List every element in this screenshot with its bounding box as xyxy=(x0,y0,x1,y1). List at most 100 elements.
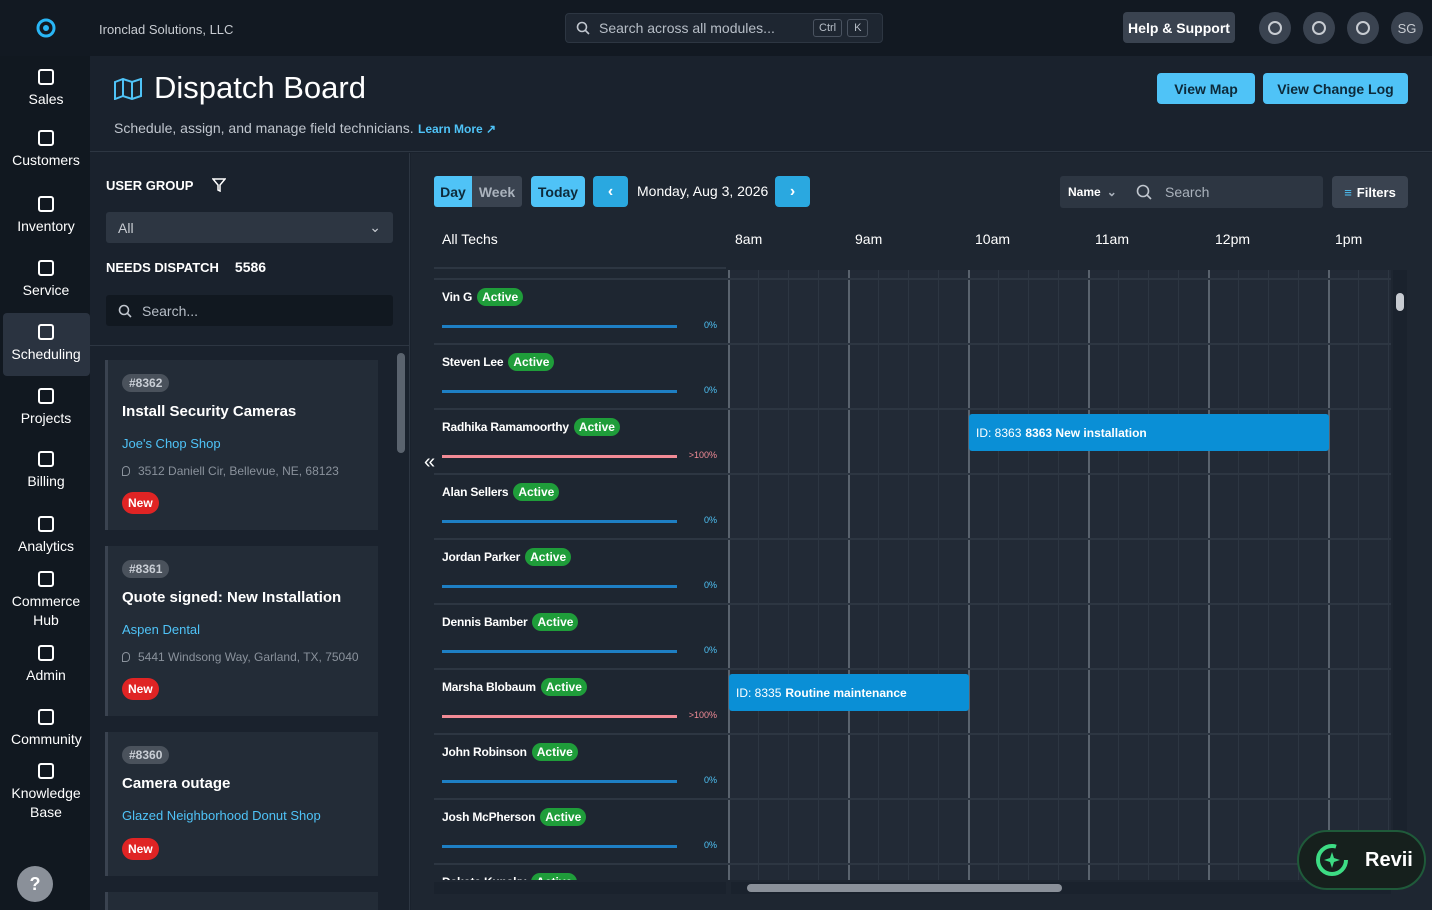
nav-icon[interactable] xyxy=(38,763,54,779)
tech-row[interactable]: Alan Sellers Active xyxy=(442,483,560,501)
collapse-panel[interactable]: « xyxy=(424,451,436,473)
grid-line xyxy=(788,270,789,880)
nav-label[interactable]: Customers xyxy=(12,152,80,168)
icon-button[interactable] xyxy=(1259,12,1291,44)
status-badge: Active xyxy=(540,808,587,826)
utilization-bar xyxy=(442,390,677,393)
job-customer[interactable]: Glazed Neighborhood Donut Shop xyxy=(122,808,321,823)
status-badge: Active xyxy=(477,288,524,306)
nav-label[interactable]: Projects xyxy=(20,410,72,426)
nav-icon[interactable] xyxy=(38,324,54,340)
tech-row[interactable]: Steven Lee Active xyxy=(442,353,555,371)
nav-label[interactable]: Scheduling xyxy=(11,346,81,362)
utilization-label: 0% xyxy=(703,320,717,330)
job-card[interactable] xyxy=(105,892,378,910)
nav-active-bg xyxy=(3,313,90,376)
nav-label[interactable]: Community xyxy=(11,731,82,747)
schedule-event[interactable]: ID: 8335 Routine maintenance xyxy=(729,674,969,711)
job-customer[interactable]: Joe's Chop Shop xyxy=(122,436,221,451)
tech-row[interactable]: Vin G Active xyxy=(442,288,524,306)
pin-icon xyxy=(122,652,130,662)
nav-icon[interactable] xyxy=(38,260,54,276)
tech-row[interactable]: Jordan Parker Active xyxy=(442,548,572,566)
sort-select[interactable]: Name ⌄ xyxy=(1060,176,1124,208)
nav-icon[interactable] xyxy=(38,69,54,85)
job-card[interactable]: #8360 Camera outage Glazed Neighborhood Do… xyxy=(105,732,378,876)
grid-line xyxy=(818,270,819,880)
tech-row[interactable]: Josh McPherson Active xyxy=(442,808,587,826)
scroll-thumb[interactable] xyxy=(397,353,405,453)
nav-label[interactable]: Commerce Hub xyxy=(11,593,81,628)
scroll-thumb[interactable] xyxy=(747,884,1062,892)
tech-row[interactable]: Dakota Kunsky Active xyxy=(442,873,578,880)
grid-line xyxy=(1238,270,1239,880)
nav-icon[interactable] xyxy=(38,451,54,467)
logo[interactable] xyxy=(35,17,57,39)
user-avatar[interactable]: SG xyxy=(1391,12,1423,44)
nav-icon[interactable] xyxy=(38,130,54,146)
nav-icon[interactable] xyxy=(38,571,54,587)
board: Day Week Today ‹ Monday, Aug 3, 2026 › N… xyxy=(411,153,1432,910)
row-divider xyxy=(434,863,1391,865)
user-group-select[interactable]: All ⌄ xyxy=(106,212,393,243)
event-title: Routine maintenance xyxy=(785,685,907,700)
tech-row[interactable]: Radhika Ramamoorthy Active xyxy=(442,418,620,436)
tech-row[interactable]: Dennis Bamber Active xyxy=(442,613,579,631)
job-address: 3512 Daniell Cir, Bellevue, NE, 68123 xyxy=(122,462,364,480)
scroll-thumb[interactable] xyxy=(1396,293,1404,311)
nav-icon[interactable] xyxy=(38,516,54,532)
schedule-event[interactable]: ID: 8363 8363 New installation xyxy=(969,414,1329,451)
job-card[interactable]: #8361 Quote signed: New Installation Aspen… xyxy=(105,546,378,716)
job-card[interactable]: #8362 Install Security Cameras Joe's Chop … xyxy=(105,360,378,530)
icon-button[interactable] xyxy=(1303,12,1335,44)
nav-label[interactable]: Knowledge Base xyxy=(11,785,81,820)
tech-name: Dennis Bamber xyxy=(442,615,528,629)
tech-row[interactable]: Marsha Blobaum Active xyxy=(442,678,587,696)
help-button[interactable]: Help & Support xyxy=(1123,12,1235,43)
assistant-button[interactable]: Revii xyxy=(1297,830,1426,890)
tech-name: Radhika Ramamoorthy xyxy=(442,420,569,434)
divider xyxy=(90,345,409,346)
tech-search[interactable]: Search xyxy=(1124,176,1323,208)
nav-label[interactable]: Sales xyxy=(28,91,64,107)
nav-icon[interactable] xyxy=(38,709,54,725)
help-fab[interactable]: ? xyxy=(17,866,53,902)
hour-label: 10am xyxy=(975,231,1011,247)
tech-name: Marsha Blobaum xyxy=(442,680,536,694)
dispatch-search[interactable]: Search... xyxy=(106,295,393,326)
utilization-bar xyxy=(442,780,677,783)
week-view[interactable]: Week xyxy=(472,176,522,207)
tech-name: Josh McPherson xyxy=(442,810,536,824)
utilization-bar xyxy=(442,715,677,718)
icon-button[interactable] xyxy=(1347,12,1379,44)
nav-label[interactable]: Inventory xyxy=(17,218,75,234)
tech-row[interactable]: John Robinson Active xyxy=(442,743,578,761)
nav-icon[interactable] xyxy=(38,388,54,404)
job-title: Quote signed: New Installation xyxy=(122,589,342,606)
global-search[interactable]: Search across all modules... Ctrl K xyxy=(565,13,883,43)
change-log-button[interactable]: View Change Log xyxy=(1263,73,1408,104)
view-map-button[interactable]: View Map xyxy=(1157,73,1255,104)
grid-line xyxy=(1298,270,1299,880)
nav-icon[interactable] xyxy=(38,645,54,661)
page-header: Dispatch Board Schedule, assign, and man… xyxy=(90,56,1432,152)
learn-more-link[interactable]: Learn More ↗ xyxy=(418,122,497,136)
job-customer[interactable]: Aspen Dental xyxy=(122,622,201,637)
today-button[interactable]: Today xyxy=(531,176,585,207)
prev-day[interactable]: ‹ xyxy=(593,176,628,207)
link-text: Learn More xyxy=(418,122,483,136)
nav-icon[interactable] xyxy=(38,196,54,212)
nav-label[interactable]: Analytics xyxy=(17,538,75,554)
grid-line xyxy=(1178,270,1179,880)
hour-line xyxy=(848,270,850,880)
nav-label[interactable]: Service xyxy=(22,282,70,298)
next-day[interactable]: › xyxy=(775,176,810,207)
needs-dispatch: NEEDS DISPATCH 5586 xyxy=(106,259,266,275)
filter-icon[interactable] xyxy=(212,178,226,192)
day-view[interactable]: Day xyxy=(434,176,472,207)
filters-button[interactable]: ≡ Filters xyxy=(1332,176,1408,208)
grid-line xyxy=(1118,270,1119,880)
nav-label[interactable]: Admin xyxy=(26,667,66,683)
nav-label[interactable]: Billing xyxy=(27,473,65,489)
